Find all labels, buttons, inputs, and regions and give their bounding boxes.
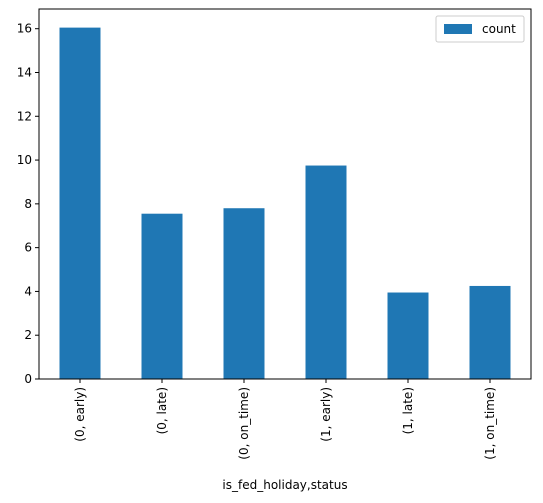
bar-0 xyxy=(59,27,101,380)
y-tick-label-0: 0 xyxy=(24,372,32,386)
y-tick-label-6: 12 xyxy=(17,109,32,123)
legend-entry-count: count xyxy=(482,22,516,36)
y-tick-label-1: 2 xyxy=(24,328,32,342)
y-tick-label-2: 4 xyxy=(24,284,32,298)
bars-layer xyxy=(59,27,511,380)
x-axis: (0, early) (0, late) (0, on_time) (1, early… xyxy=(73,379,497,460)
legend-box xyxy=(435,15,525,43)
y-axis: 0 2 4 6 8 10 12 14 16 xyxy=(17,22,39,386)
legend-swatch xyxy=(444,24,472,34)
x-tick-label-1: (0, late) xyxy=(155,387,169,434)
bar-2 xyxy=(223,208,265,379)
x-tick-label-5: (1, on_time) xyxy=(483,387,497,460)
legend: count xyxy=(435,15,525,43)
x-tick-label-2: (0, on_time) xyxy=(237,387,251,460)
x-tick-label-0: (0, early) xyxy=(73,387,87,442)
x-tick-label-3: (1, early) xyxy=(319,387,333,442)
bar-4 xyxy=(387,292,429,379)
y-tick-label-4: 8 xyxy=(24,197,32,211)
y-tick-label-7: 14 xyxy=(17,65,32,79)
x-tick-label-4: (1, late) xyxy=(401,387,415,434)
y-tick-label-3: 6 xyxy=(24,241,32,255)
x-axis-label: is_fed_holiday,status xyxy=(222,478,347,492)
plot-frame xyxy=(38,8,532,380)
bar-1 xyxy=(141,213,183,379)
bar-5 xyxy=(469,285,511,379)
y-tick-label-5: 10 xyxy=(17,153,32,167)
y-tick-label-8: 16 xyxy=(17,22,32,36)
bar-3 xyxy=(305,165,347,379)
